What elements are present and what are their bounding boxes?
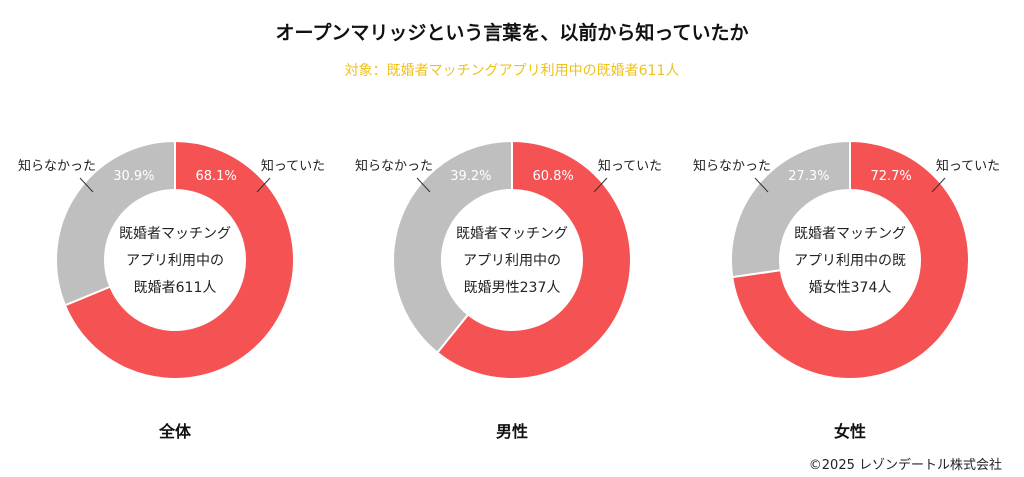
center-text: アプリ利用中の既 [794, 253, 906, 269]
center-text: アプリ利用中の [126, 253, 224, 269]
leader-line [593, 177, 608, 193]
center-text: 既婚者マッチング [794, 226, 906, 242]
center-text: 既婚男性237人 [464, 280, 561, 296]
slice-did-not-know [392, 139, 513, 355]
data-label: 30.9% [113, 169, 154, 184]
donut-1: 68.1% 知っていた 30.9% 知らなかった既婚者マッチングアプリ利用中の既婚者6… [18, 139, 325, 441]
slice-knew [435, 139, 632, 380]
data-label: 60.8% [532, 169, 573, 184]
leader-line [79, 177, 94, 193]
center-text: 既婚者611人 [134, 280, 217, 296]
chart-label: 全体 [158, 422, 192, 441]
category-label: 知っていた [598, 158, 662, 174]
category-label: 知らなかった [18, 158, 96, 174]
leader-line [754, 177, 769, 193]
data-label: 27.3% [788, 169, 829, 184]
donut-2: 60.8% 知っていた 39.2% 知らなかった既婚者マッチングアプリ利用中の既婚男性… [355, 139, 662, 441]
leader-line [416, 177, 431, 193]
data-label: 72.7% [870, 169, 911, 184]
slice-did-not-know [730, 139, 851, 279]
chart-label: 女性 [834, 422, 866, 441]
chart-title: オープンマリッジという言葉を、以前から知っていたか [275, 22, 749, 44]
center-text: 婚女性374人 [809, 279, 892, 296]
data-label: 39.2% [450, 169, 491, 184]
category-label: 知らなかった [355, 158, 433, 174]
slice-did-not-know [55, 139, 176, 307]
slice-knew [63, 139, 295, 380]
leader-line [931, 177, 946, 193]
slice-knew [731, 139, 970, 380]
chart-subtitle: 対象：既婚者マッチングアプリ利用中の既婚者611人 [344, 63, 680, 79]
chart-label: 男性 [496, 422, 528, 441]
center-text: 既婚者マッチング [456, 226, 568, 242]
category-label: 知らなかった [693, 158, 771, 174]
center-text: アプリ利用中の [463, 253, 561, 269]
category-label: 知っていた [936, 158, 1000, 174]
center-text: 既婚者マッチング [119, 226, 231, 242]
category-label: 知っていた [261, 158, 325, 174]
donut-3: 72.7% 知っていた 27.3% 知らなかった既婚者マッチングアプリ利用中の既婚女性… [693, 139, 1000, 441]
copyright: ©2025 レゾンデートル株式会社 [808, 458, 1002, 473]
data-label: 68.1% [195, 169, 236, 184]
leader-line [256, 177, 271, 193]
